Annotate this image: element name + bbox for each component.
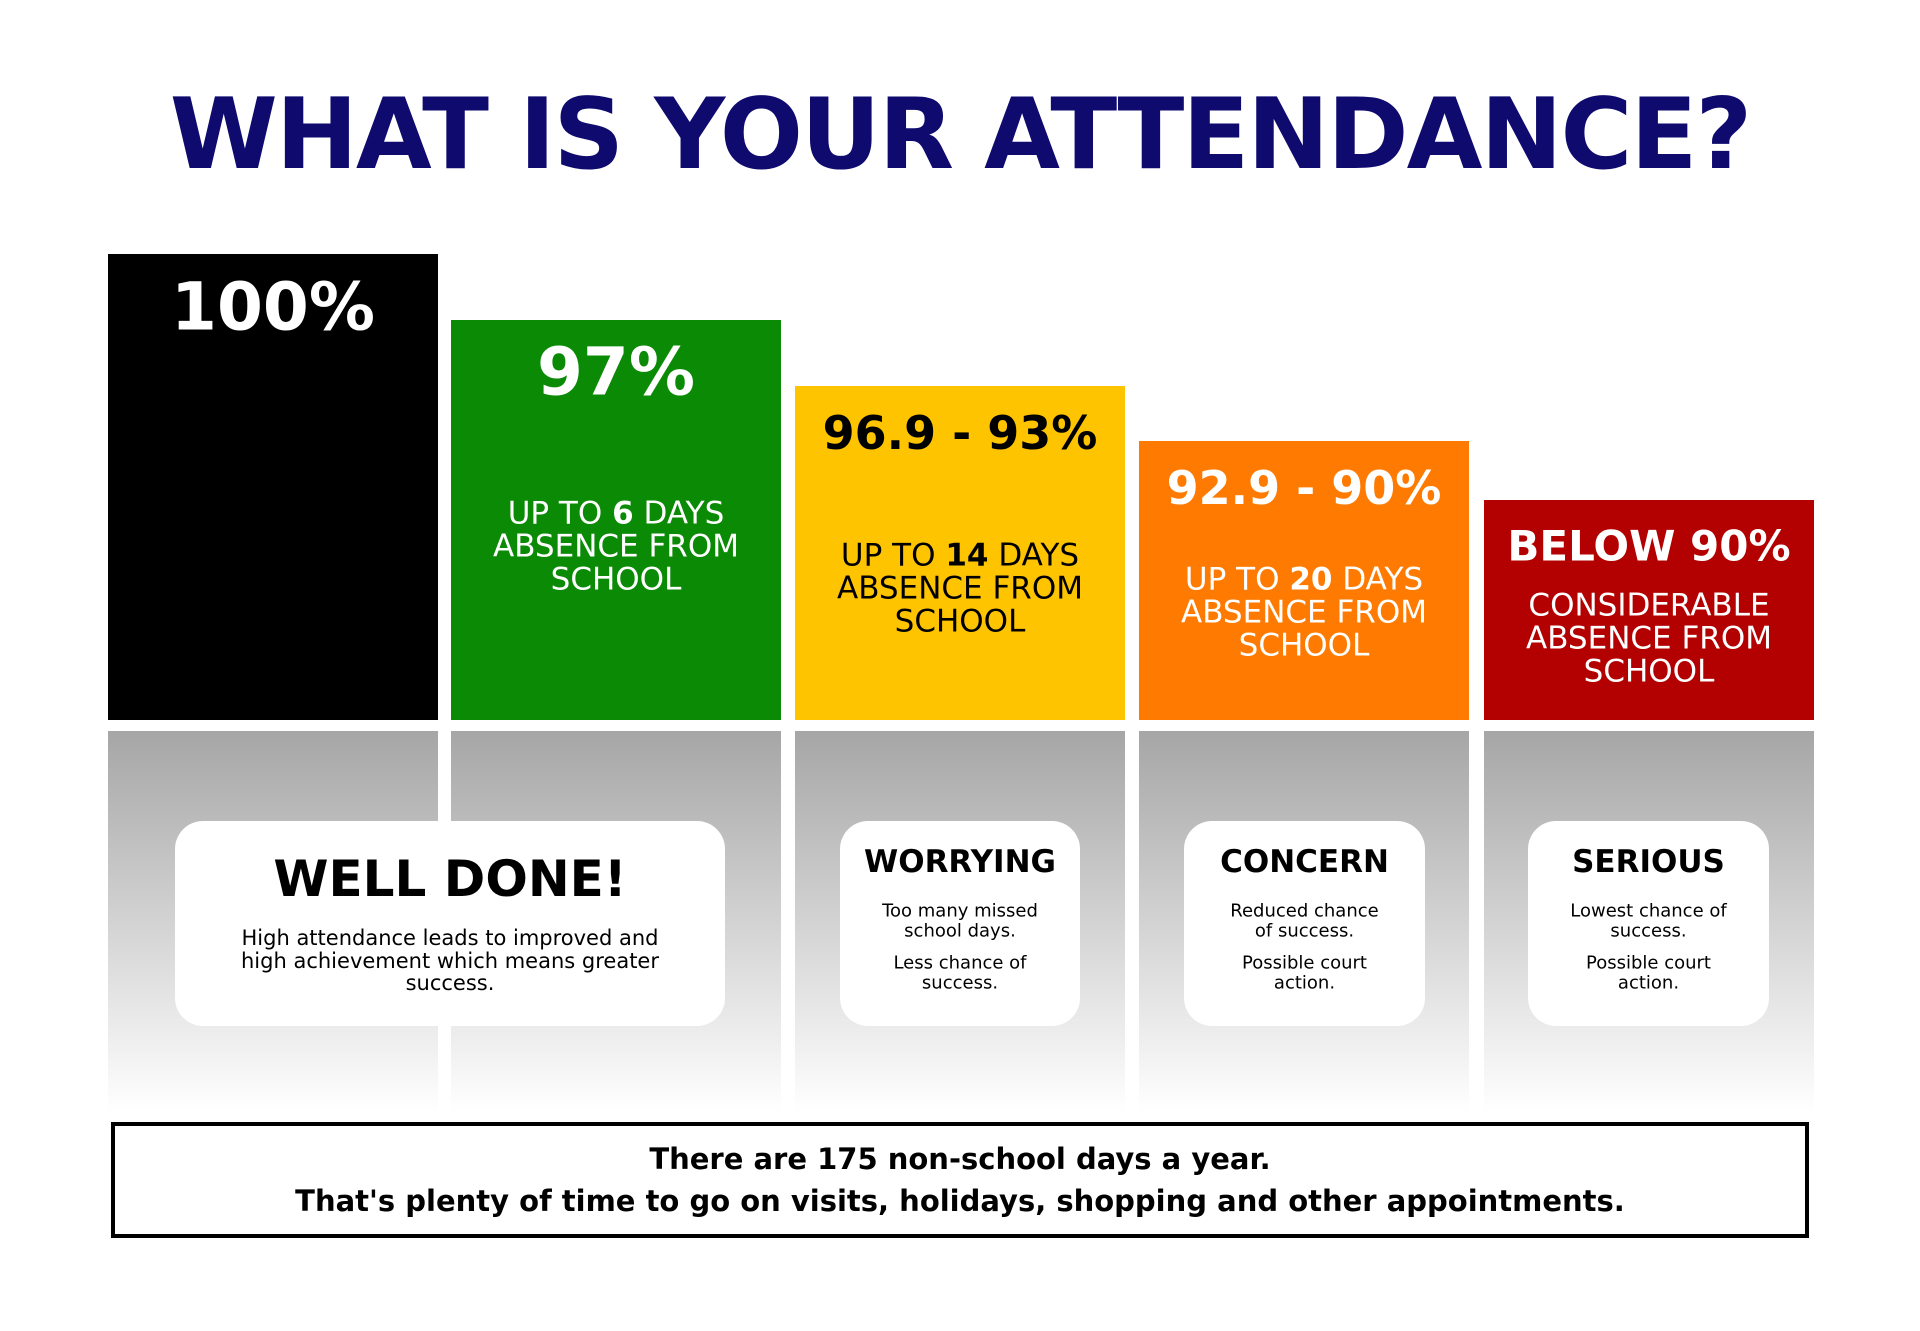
days-prefix: UP TO — [840, 537, 946, 574]
card-text: action. — [1617, 972, 1680, 994]
days-number: 14 — [945, 537, 989, 574]
days-suffix: DAYS — [633, 495, 725, 532]
footer-line: There are 175 non-school days a year. — [649, 1142, 1271, 1176]
days-number: 20 — [1289, 561, 1333, 598]
level-column: BELOW 90% CONSIDERABLE ABSENCE FROM SCHOOL — [1484, 500, 1814, 720]
days-suffix: DAYS — [1332, 561, 1424, 598]
status-card: CONCERN Reduced chance of success. Possible… — [1184, 821, 1425, 1026]
level-description: SCHOOL — [1238, 627, 1370, 664]
level-description: SCHOOL — [550, 561, 682, 598]
card-text: success. — [405, 971, 495, 995]
card-text: success. — [1610, 920, 1687, 942]
days-prefix: UP TO — [1184, 561, 1290, 598]
card-text: Lowest chance of — [1570, 900, 1727, 922]
level-description: SCHOOL — [894, 603, 1026, 640]
level-description: ABSENCE FROM — [493, 528, 739, 565]
card-text: High attendance leads to improved and — [241, 926, 659, 950]
card-text: Possible court — [1242, 952, 1367, 974]
card-text: Too many missed — [882, 900, 1038, 922]
level-days: UP TO 20 DAYS — [1139, 561, 1469, 598]
title: WHAT IS YOUR ATTENDANCE? — [169, 78, 1752, 192]
card-text: Reduced chance — [1230, 900, 1379, 922]
level-description: ABSENCE FROM — [1181, 594, 1427, 631]
days-prefix: UP TO — [507, 495, 613, 532]
days-number: 6 — [612, 495, 634, 532]
card-text: of success. — [1254, 920, 1355, 942]
footer: There are 175 non-school days a year. Th… — [111, 1122, 1809, 1238]
level-description: SCHOOL — [1583, 653, 1715, 690]
level-description: ABSENCE FROM — [1526, 620, 1772, 657]
level-percent: 92.9 - 90% — [1166, 461, 1442, 515]
status-card: WELL DONE! High attendance leads to impro… — [175, 821, 725, 1026]
level-description: ABSENCE FROM — [837, 570, 1083, 607]
card-text: Less chance of — [893, 952, 1027, 974]
status-card: SERIOUS Lowest chance of success. Possible … — [1528, 821, 1769, 1026]
card-heading: CONCERN — [1220, 844, 1389, 880]
footer-line: That's plenty of time to go on visits, h… — [295, 1184, 1625, 1218]
level-column: 96.9 - 93% UP TO 14 DAYS ABSENCE FROM SCHOO… — [795, 386, 1125, 720]
level-description: CONSIDERABLE — [1528, 587, 1770, 624]
level-days: UP TO 14 DAYS — [795, 537, 1125, 574]
card-text: success. — [921, 972, 999, 994]
card-text: high achievement which means greater — [241, 948, 659, 973]
card-text: school days. — [904, 920, 1016, 942]
level-column: 100% — [108, 254, 438, 720]
level-column: 97% UP TO 6 DAYS ABSENCE FROM SCHOOL — [451, 320, 781, 720]
card-heading: WELL DONE! — [273, 850, 627, 908]
level-days: UP TO 6 DAYS — [451, 495, 781, 532]
level-percent: 96.9 - 93% — [822, 406, 1098, 460]
level-percent: 100% — [171, 268, 375, 346]
level-percent: BELOW 90% — [1507, 521, 1791, 571]
days-suffix: DAYS — [988, 537, 1080, 574]
card-text: Possible court — [1586, 952, 1711, 974]
level-percent: 97% — [537, 333, 695, 411]
card-text: action. — [1273, 972, 1336, 994]
status-card: WORRYING Too many missed school days. Less … — [840, 821, 1080, 1026]
card-heading: WORRYING — [864, 844, 1056, 880]
level-column: 92.9 - 90% UP TO 20 DAYS ABSENCE FROM SCHOO… — [1139, 441, 1469, 720]
card-heading: SERIOUS — [1572, 844, 1725, 880]
